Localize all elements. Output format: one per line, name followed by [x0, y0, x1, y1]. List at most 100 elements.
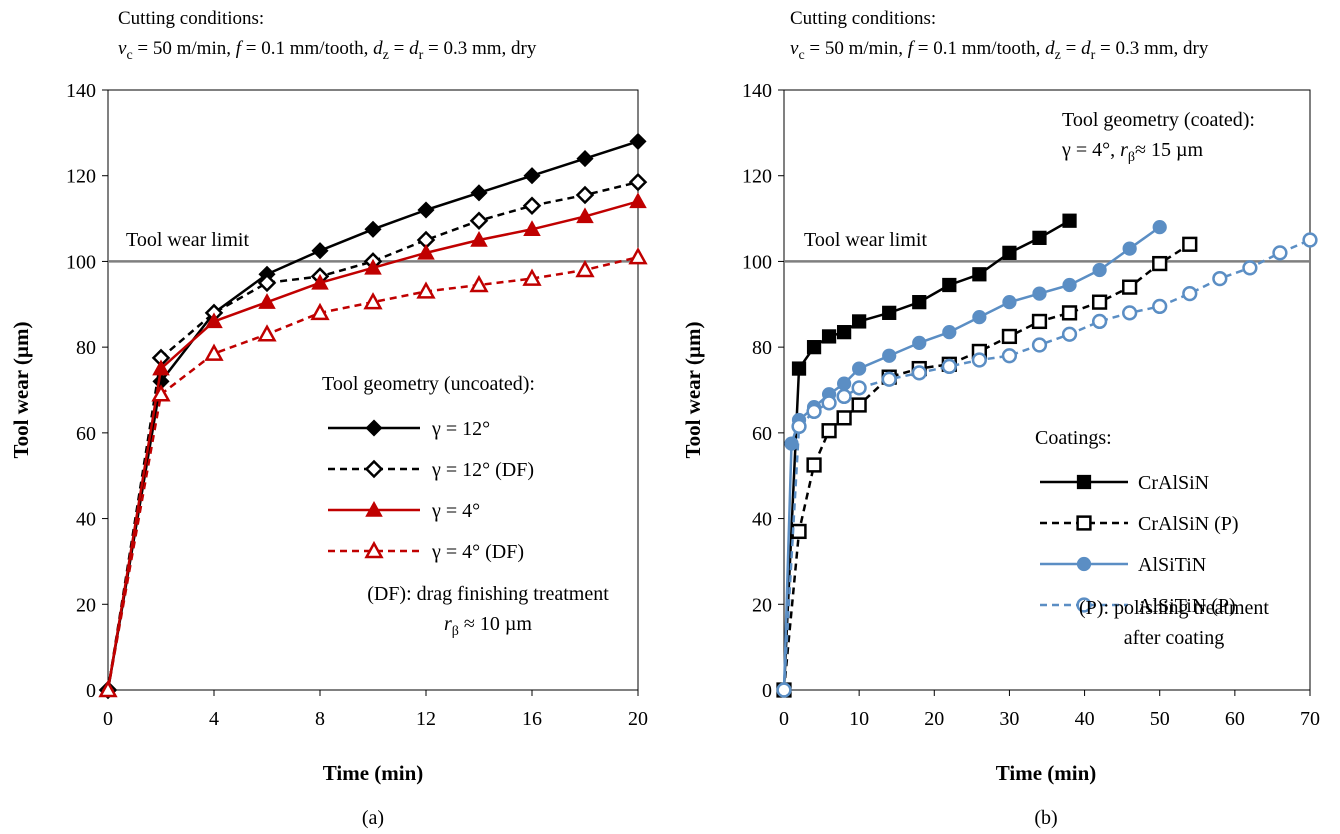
y-tick-label: 140 [742, 80, 772, 102]
data-point [806, 403, 822, 420]
data-point [522, 196, 542, 215]
data-point [1002, 245, 1017, 260]
data-point [836, 410, 852, 426]
data-point [1031, 337, 1048, 353]
treatment-note-line: (P): polishing treatment [1079, 597, 1269, 619]
data-point [1031, 313, 1048, 330]
data-point [1242, 260, 1258, 276]
data-point [417, 201, 435, 219]
legend-item: CrAlSiN (P) [1040, 513, 1239, 535]
data-point [575, 259, 595, 278]
series-1 [98, 172, 648, 700]
x-tick-label: 20 [924, 708, 944, 730]
data-point [806, 340, 822, 355]
data-point [852, 361, 867, 376]
series-2 [776, 220, 1167, 698]
legend-item: γ = 12° (DF) [328, 459, 534, 481]
data-point [575, 185, 595, 205]
x-tick-label: 0 [103, 708, 113, 730]
data-point [1091, 313, 1108, 330]
chart-panel-b: Cutting conditions: vc​ = 50 m/min, f = 0… [681, 8, 1320, 829]
data-point [911, 365, 927, 381]
treatment-note-line: after coating [1124, 627, 1225, 649]
x-tick-label: 10 [849, 708, 869, 730]
data-point [311, 242, 329, 260]
data-point [204, 343, 224, 361]
legend-marker [365, 500, 383, 517]
x-axis-label: Time (min) [996, 761, 1097, 785]
data-point [523, 167, 541, 185]
data-point [836, 388, 852, 405]
legend-marker [1076, 515, 1092, 531]
data-point [942, 325, 957, 340]
data-point [152, 359, 170, 376]
legend-marker [364, 459, 384, 479]
y-tick-label: 20 [76, 594, 96, 616]
data-point [1122, 241, 1137, 256]
data-point [1002, 295, 1017, 310]
series-line [106, 180, 639, 691]
data-point [776, 682, 792, 698]
data-point [881, 371, 897, 387]
y-tick-label: 20 [752, 594, 772, 616]
data-point [151, 384, 171, 402]
x-tick-label: 30 [999, 708, 1019, 730]
data-point [629, 192, 647, 209]
legend-marker [1076, 474, 1092, 490]
data-point [257, 273, 277, 293]
plot-frame [783, 89, 1311, 691]
y-tick-label: 120 [66, 166, 96, 188]
data-point [363, 292, 383, 310]
data-point [205, 312, 223, 329]
data-point [1302, 232, 1318, 248]
data-point [364, 220, 382, 238]
panel-label: (b) [1034, 807, 1057, 829]
conditions-text: vc​ = 50 m/min, f = 0.1 mm/tooth, dz​ = … [118, 38, 537, 63]
legend-label: CrAlSiN (P) [1138, 513, 1239, 535]
data-point [470, 184, 488, 202]
data-point [310, 302, 330, 321]
series-3 [98, 247, 648, 698]
data-point [628, 172, 648, 192]
y-tick-label: 0 [86, 680, 96, 702]
y-axis-label: Tool wear (µm) [681, 322, 705, 459]
data-point [469, 274, 489, 293]
data-point [972, 310, 987, 325]
data-point [912, 295, 927, 310]
y-axis-label: Tool wear (µm) [9, 322, 33, 459]
series-line [782, 243, 1191, 691]
data-point [1062, 213, 1077, 228]
legend-marker [365, 419, 383, 437]
legend-label: AlSiTiN [1138, 554, 1206, 576]
data-point [821, 329, 837, 344]
x-tick-label: 20 [628, 708, 648, 730]
y-tick-label: 40 [752, 509, 772, 531]
legend-marker [1076, 597, 1092, 613]
data-point [364, 258, 382, 275]
y-tick-label: 60 [752, 423, 772, 445]
data-point [1001, 328, 1018, 345]
legend-item: CrAlSiN [1040, 472, 1209, 494]
data-point [257, 324, 277, 342]
legend-label: γ = 4° (DF) [431, 541, 524, 563]
data-point [1122, 305, 1138, 321]
data-point [852, 314, 867, 329]
data-point [1182, 285, 1198, 302]
data-point [470, 230, 488, 247]
plot-frame [107, 89, 639, 691]
x-tick-label: 70 [1300, 708, 1320, 730]
legend-title: Tool geometry (uncoated): [322, 373, 535, 395]
data-point [882, 305, 897, 320]
data-point [1032, 286, 1047, 301]
data-point [469, 211, 489, 230]
data-point [791, 361, 807, 376]
series-line [782, 238, 1311, 691]
conditions-text: vc​ = 50 m/min, f = 0.1 mm/tooth, dz​ = … [790, 38, 1209, 63]
x-tick-label: 50 [1150, 708, 1170, 730]
x-tick-label: 8 [315, 708, 325, 730]
data-point [971, 352, 987, 368]
series-2 [99, 192, 647, 697]
data-point [851, 397, 867, 413]
data-point [836, 325, 852, 340]
legend-item: AlSiTiN (P) [1040, 595, 1236, 617]
